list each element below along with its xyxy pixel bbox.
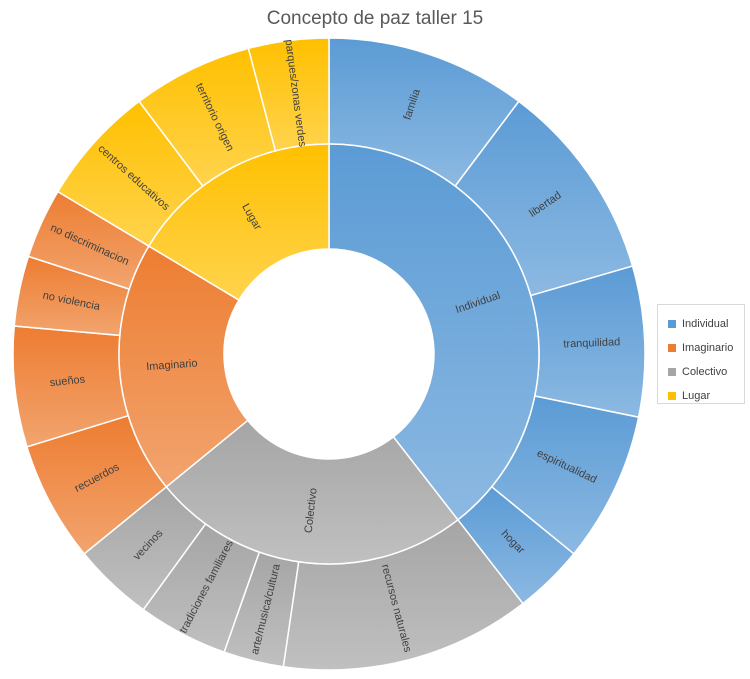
- legend-swatch: [668, 320, 676, 328]
- legend-item-individual: Individual: [668, 312, 744, 336]
- legend-item-imaginario: Imaginario: [668, 336, 744, 360]
- chart-legend: Individual Imaginario Colectivo Lugar: [657, 304, 745, 404]
- label-tranquilidad: tranquilidad: [563, 336, 620, 350]
- label-suenos: sueños: [49, 374, 86, 390]
- legend-label: Imaginario: [682, 342, 734, 354]
- segment-imaginario: [118, 245, 249, 488]
- chart-title: Concepto de paz taller 15: [266, 8, 484, 29]
- label-imaginario: Imaginario: [146, 357, 198, 373]
- legend-label: Lugar: [682, 390, 711, 402]
- legend-swatch: [668, 392, 676, 400]
- sunburst-rings: [12, 37, 646, 671]
- segment-lugar: [147, 143, 330, 302]
- legend-swatch: [668, 344, 676, 352]
- label-colectivo: Colectivo: [303, 487, 320, 533]
- legend-label: Individual: [682, 318, 729, 330]
- legend-item-colectivo: Colectivo: [668, 360, 744, 384]
- legend-swatch: [668, 368, 676, 376]
- legend-item-lugar: Lugar: [668, 384, 744, 408]
- segment-individual: [328, 143, 540, 521]
- legend-label: Colectivo: [682, 366, 728, 378]
- segment-colectivo: [165, 419, 459, 565]
